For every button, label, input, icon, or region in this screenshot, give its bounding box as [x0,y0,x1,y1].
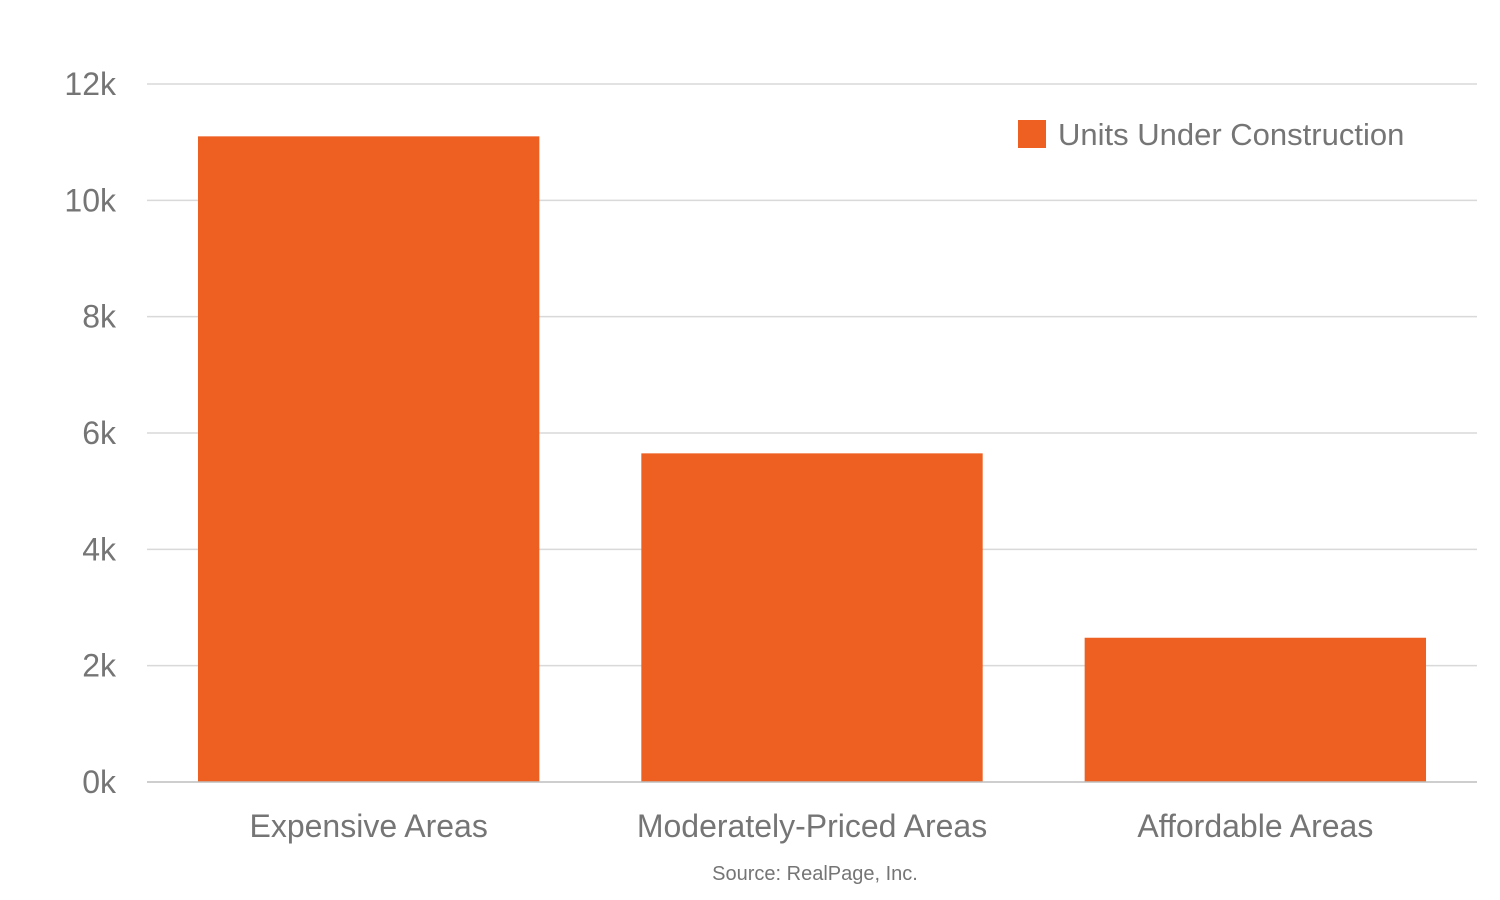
legend-label-units-under-construction: Units Under Construction [1058,117,1404,152]
y-axis-tick-labels: 0k 2k 4k 6k 8k 10k 12k [64,66,117,800]
bars [197,136,1427,783]
x-axis-category-labels: Expensive Areas Moderately-Priced Areas Af… [249,808,1373,844]
y-tick-label: 12k [64,66,117,102]
y-tick-label: 10k [64,182,117,218]
legend-swatch [1018,120,1046,148]
bar-expensive-areas [197,136,540,783]
y-tick-label: 6k [82,415,117,451]
legend: Units Under Construction [1018,117,1404,152]
x-category-label: Affordable Areas [1137,808,1373,844]
y-tick-label: 8k [82,299,117,335]
y-tick-label: 2k [82,648,117,684]
bar-affordable-areas [1084,637,1427,782]
bar-moderately-priced-areas [641,453,983,782]
y-tick-label: 0k [82,764,117,800]
y-tick-label: 4k [82,531,117,567]
x-category-label: Expensive Areas [249,808,487,844]
x-category-label: Moderately-Priced Areas [637,808,987,844]
source-note: Source: RealPage, Inc. [712,863,918,885]
